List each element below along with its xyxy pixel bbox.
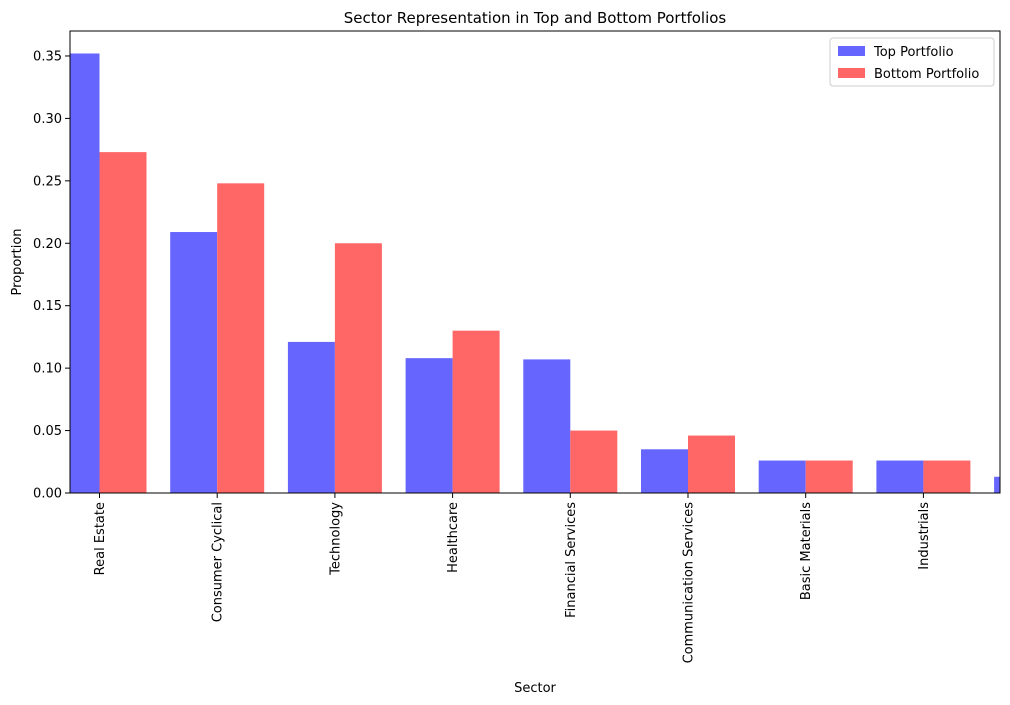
y-tick-label: 0.10 bbox=[33, 362, 62, 377]
y-tick-label: 0.20 bbox=[33, 237, 62, 252]
bar-top-8 bbox=[994, 476, 1000, 493]
bar-top-5 bbox=[641, 449, 688, 493]
y-tick-label: 0.30 bbox=[33, 112, 62, 127]
legend-swatch bbox=[838, 46, 865, 56]
y-tick-label: 0.00 bbox=[33, 487, 62, 502]
bar-bottom-1 bbox=[217, 183, 265, 493]
bar-top-0 bbox=[70, 53, 100, 493]
bar-bottom-7 bbox=[923, 460, 971, 493]
bar-top-6 bbox=[758, 460, 806, 493]
y-tick-label: 0.35 bbox=[33, 49, 62, 64]
legend-swatch bbox=[838, 68, 865, 78]
x-tick-label: Technology bbox=[328, 502, 343, 576]
bar-bottom-4 bbox=[570, 430, 618, 493]
bar-top-4 bbox=[523, 359, 571, 493]
x-axis: Real Estate Consumer Cyclical Technology He… bbox=[93, 493, 932, 663]
x-axis-label: Sector bbox=[514, 681, 556, 696]
chart-title: Sector Representation in Top and Bottom … bbox=[344, 9, 727, 27]
bar-top-1 bbox=[170, 232, 218, 493]
y-axis: 0.00 0.05 0.10 0.15 0.20 0.25 0.30 0.35 bbox=[33, 49, 70, 502]
y-tick-label: 0.25 bbox=[33, 174, 62, 189]
x-tick-label: Consumer Cyclical bbox=[211, 502, 226, 622]
bar-top-7 bbox=[876, 460, 924, 493]
y-tick-label: 0.15 bbox=[33, 299, 62, 314]
y-tick-label: 0.05 bbox=[33, 424, 62, 439]
legend: Top Portfolio Bottom Portfolio bbox=[829, 37, 995, 87]
y-axis-label: Proportion bbox=[10, 228, 25, 295]
bar-bottom-0 bbox=[99, 152, 147, 493]
legend-label: Bottom Portfolio bbox=[874, 67, 979, 82]
x-tick-label: Industrials bbox=[917, 502, 932, 570]
x-tick-label: Real Estate bbox=[93, 502, 108, 575]
bar-top-2 bbox=[287, 341, 335, 493]
bar-bottom-2 bbox=[334, 243, 382, 493]
legend-label: Top Portfolio bbox=[873, 45, 954, 60]
x-tick-label: Communication Services bbox=[682, 502, 697, 664]
x-tick-label: Healthcare bbox=[446, 502, 461, 573]
x-tick-label: Financial Services bbox=[564, 502, 579, 618]
bar-top-3 bbox=[405, 358, 453, 493]
bar-bottom-3 bbox=[452, 330, 500, 493]
x-tick-label: Basic Materials bbox=[799, 502, 814, 600]
legend-box bbox=[829, 37, 995, 87]
bar-bottom-5 bbox=[688, 435, 735, 493]
bars-group bbox=[70, 53, 1000, 493]
plot-frame bbox=[69, 30, 1001, 494]
bar-bottom-6 bbox=[805, 460, 853, 493]
